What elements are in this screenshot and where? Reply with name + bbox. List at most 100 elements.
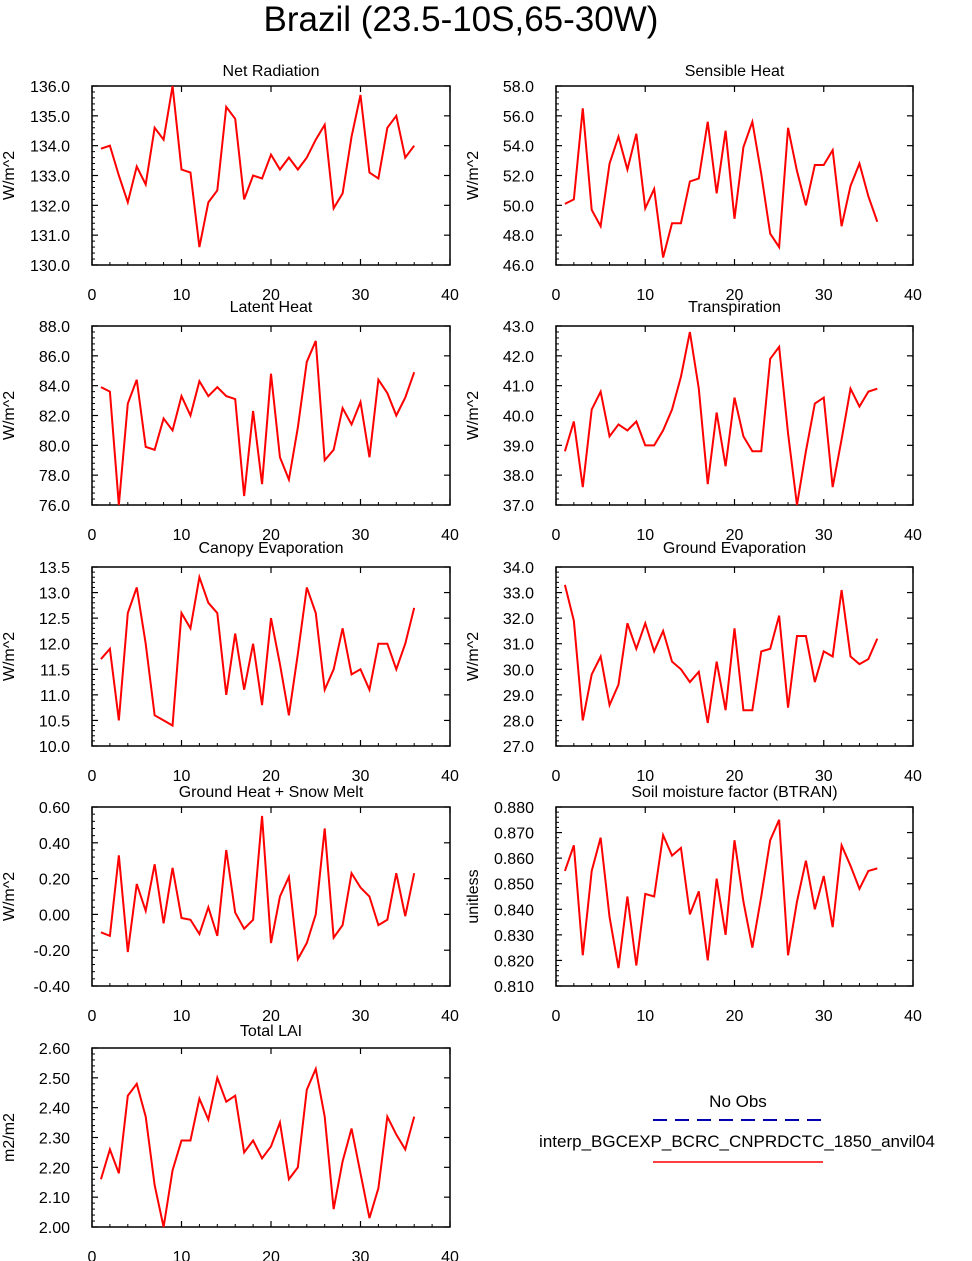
page-title: Brazil (23.5-10S,65-30W) <box>263 0 659 39</box>
series-line-transpiration <box>563 331 878 506</box>
y-tick-label: 39.0 <box>503 438 534 455</box>
y-tick-label: 134.0 <box>30 139 70 156</box>
panel-title: Latent Heat <box>230 299 313 316</box>
x-tick-label: 0 <box>88 1008 97 1025</box>
x-tick-label: 20 <box>262 1249 280 1261</box>
y-tick-label: 10.0 <box>39 739 70 756</box>
y-tick-label: 12.5 <box>39 611 70 628</box>
y-tick-label: 13.5 <box>39 560 70 577</box>
x-tick-label: 10 <box>173 768 191 785</box>
x-tick-label: 30 <box>815 768 833 785</box>
y-axis-label: W/m^2 <box>1 391 18 440</box>
x-tick-label: 10 <box>636 287 654 304</box>
x-tick-label: 40 <box>904 287 922 304</box>
x-tick-label: 30 <box>815 287 833 304</box>
y-tick-label: 131.0 <box>30 228 70 245</box>
panel-sensible-heat: Sensible Heat W/m^2 46.0 48.0 50.0 52.0 54.0 56… <box>465 63 922 304</box>
x-tick-label: 30 <box>352 287 370 304</box>
panel-title: Soil moisture factor (BTRAN) <box>631 784 837 801</box>
x-tick-label: 20 <box>262 527 280 544</box>
y-tick-label: 56.0 <box>503 109 534 126</box>
y-tick-label: 52.0 <box>503 169 534 186</box>
series-line-net-radiation <box>100 85 415 248</box>
x-tick-label: 0 <box>88 768 97 785</box>
x-tick-label: 30 <box>815 527 833 544</box>
x-tick-label: 0 <box>552 1008 561 1025</box>
y-tick-label: 11.0 <box>40 688 70 705</box>
y-axis-label: W/m^2 <box>465 151 482 200</box>
y-tick-label: 27.0 <box>503 739 534 756</box>
y-tick-label: 32.0 <box>503 611 534 628</box>
x-tick-label: 40 <box>441 1249 459 1261</box>
legend: No Obs interp_BGCEXP_BCRC_CNPRDCTC_1850_a… <box>539 1092 935 1163</box>
y-axis-label: W/m^2 <box>465 632 482 681</box>
y-tick-label: 37.0 <box>503 498 534 515</box>
x-tick-label: 10 <box>173 527 191 544</box>
y-tick-label: 42.0 <box>503 349 534 366</box>
panel-title: Net Radiation <box>223 63 320 80</box>
x-tick-label: 40 <box>904 768 922 785</box>
y-tick-label: 0.880 <box>494 800 534 817</box>
plot-frame <box>555 85 914 266</box>
plot-frame <box>555 566 914 747</box>
y-tick-label: 31.0 <box>503 637 534 654</box>
y-tick-label: 0.20 <box>39 872 70 889</box>
panel-transpiration: Transpiration W/m^2 37.0 38.0 39.0 40.0 41.0 42… <box>465 299 922 544</box>
x-tick-label: 30 <box>352 768 370 785</box>
x-tick-label: 0 <box>88 1249 97 1261</box>
y-axis-label: unitless <box>465 869 482 923</box>
x-tick-label: 30 <box>352 527 370 544</box>
y-tick-label: 130.0 <box>30 258 70 275</box>
y-tick-label: 41.0 <box>503 379 534 396</box>
panel-title: Transpiration <box>688 299 781 316</box>
panel-title: Ground Evaporation <box>663 540 806 557</box>
series-line-latent-heat <box>100 340 416 506</box>
panel-ground-evaporation: Ground Evaporation W/m^2 27.0 28.0 29.0 30.0 3… <box>465 540 922 785</box>
y-tick-label: 54.0 <box>503 139 534 156</box>
y-tick-label: 13.0 <box>39 586 70 603</box>
x-tick-label: 10 <box>636 768 654 785</box>
y-tick-label: 29.0 <box>503 688 534 705</box>
x-tick-label: 30 <box>352 1249 370 1261</box>
y-tick-label: 132.0 <box>30 198 70 215</box>
y-tick-label: 88.0 <box>39 319 70 336</box>
x-tick-label: 30 <box>815 1008 833 1025</box>
y-tick-label: 12.0 <box>39 637 70 654</box>
series-line-ground-heat-snow-melt <box>100 815 416 963</box>
x-tick-label: 40 <box>441 1008 459 1025</box>
y-tick-label: 86.0 <box>39 349 70 366</box>
y-tick-label: 34.0 <box>503 560 534 577</box>
x-tick-label: 0 <box>552 768 561 785</box>
y-tick-label: 2.40 <box>39 1101 70 1118</box>
x-tick-label: 40 <box>904 527 922 544</box>
y-tick-label: 0.810 <box>494 979 534 996</box>
y-tick-label: 0.870 <box>494 826 534 843</box>
y-tick-label: 78.0 <box>39 468 70 485</box>
y-tick-label: 0.820 <box>494 953 534 970</box>
x-tick-label: 30 <box>352 1008 370 1025</box>
y-tick-label: -0.40 <box>34 979 71 996</box>
x-tick-label: 0 <box>88 287 97 304</box>
y-tick-label: 2.30 <box>39 1131 70 1148</box>
plot-frame <box>555 325 914 506</box>
y-tick-label: 0.60 <box>39 800 70 817</box>
y-tick-label: 2.50 <box>39 1071 70 1088</box>
legend-obs-label: No Obs <box>709 1092 767 1111</box>
x-tick-label: 20 <box>726 527 744 544</box>
x-tick-label: 20 <box>726 768 744 785</box>
x-tick-label: 0 <box>88 527 97 544</box>
y-tick-label: 84.0 <box>39 379 70 396</box>
y-tick-label: 46.0 <box>503 258 534 275</box>
x-tick-label: 40 <box>441 287 459 304</box>
panel-total-lai: Total LAI m2/m2 2.00 2.10 2.20 2.30 2.40 2.50 2.… <box>1 1023 459 1261</box>
y-tick-label: 58.0 <box>503 79 534 96</box>
y-tick-label: 80.0 <box>39 438 70 455</box>
panel-title: Ground Heat + Snow Melt <box>179 784 364 801</box>
y-tick-label: 28.0 <box>503 713 534 730</box>
series-line-sensible-heat <box>564 108 879 258</box>
x-tick-label: 10 <box>173 1008 191 1025</box>
x-tick-label: 20 <box>726 1008 744 1025</box>
plot-frame <box>91 1047 451 1228</box>
y-tick-label: 0.40 <box>39 836 70 853</box>
